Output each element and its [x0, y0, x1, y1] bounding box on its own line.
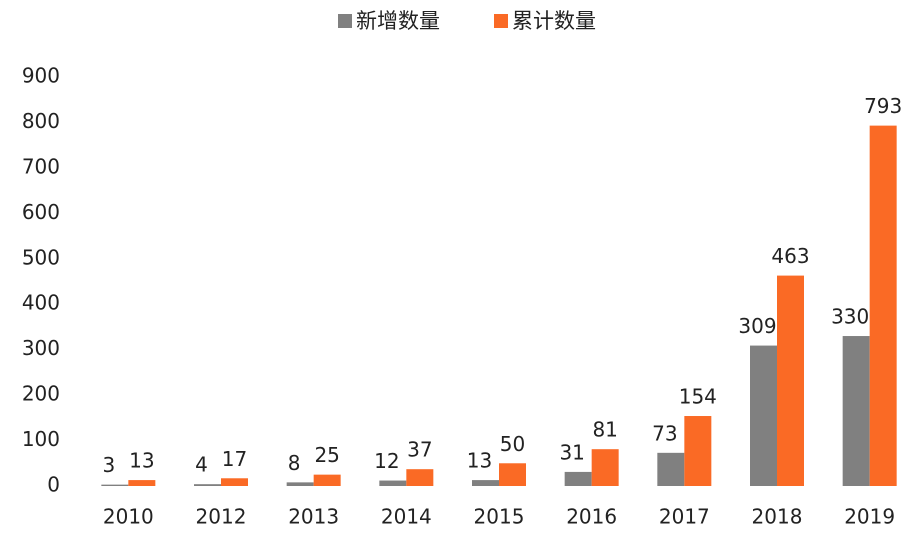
bar	[777, 275, 804, 486]
data-label: 12	[374, 449, 399, 473]
bar	[750, 345, 777, 486]
data-label: 81	[592, 418, 617, 442]
x-tick-label: 2013	[288, 505, 339, 529]
data-label: 154	[679, 385, 717, 409]
y-tick-label: 400	[22, 291, 60, 315]
bar	[869, 125, 897, 487]
data-label: 463	[771, 244, 809, 268]
bar	[128, 480, 156, 486]
x-tick-label: 2018	[752, 505, 803, 529]
y-tick-label: 500	[22, 245, 60, 269]
data-label: 309	[738, 314, 776, 338]
data-label: 8	[288, 451, 301, 475]
data-label: 50	[500, 432, 525, 456]
x-tick-label: 2015	[474, 505, 525, 529]
y-tick-label: 700	[22, 154, 60, 178]
bar	[684, 416, 712, 486]
bar	[379, 480, 407, 486]
data-label: 793	[864, 94, 902, 118]
bar	[842, 336, 870, 486]
x-tick-label: 2014	[381, 505, 432, 529]
legend-swatch	[338, 14, 352, 28]
legend-swatch	[494, 14, 508, 28]
y-tick-label: 900	[22, 64, 60, 88]
legend: 新增数量 累计数量	[338, 9, 596, 33]
bar	[221, 478, 248, 486]
legend-label: 累计数量	[512, 9, 596, 33]
bar	[564, 471, 592, 486]
bar	[313, 474, 341, 486]
data-label: 330	[831, 305, 869, 329]
x-tick-label: 2017	[659, 505, 710, 529]
bar	[194, 484, 221, 486]
data-label: 37	[407, 438, 432, 462]
data-label: 3	[102, 453, 115, 477]
y-tick-label: 800	[22, 109, 60, 133]
y-tick-label: 200	[22, 382, 60, 406]
data-label: 73	[652, 421, 677, 445]
x-tick-label: 2019	[844, 505, 895, 529]
y-tick-label: 300	[22, 336, 60, 360]
data-label: 13	[129, 449, 154, 473]
x-tick-label: 2010	[103, 505, 154, 529]
data-label: 31	[559, 440, 584, 464]
bar	[286, 482, 314, 486]
y-tick-label: 600	[22, 200, 60, 224]
y-tick-label: 100	[22, 427, 60, 451]
x-tick-label: 2012	[196, 505, 247, 529]
x-tick-label: 2016	[566, 505, 617, 529]
bar	[406, 469, 434, 486]
data-label: 17	[222, 447, 247, 471]
bar	[101, 484, 129, 486]
bar	[591, 449, 619, 486]
bar	[499, 463, 526, 486]
data-label: 25	[314, 443, 339, 467]
legend-label: 新增数量	[356, 9, 440, 33]
data-label: 4	[195, 453, 208, 477]
bar	[472, 480, 499, 486]
data-label: 13	[467, 449, 492, 473]
bar	[657, 452, 685, 486]
y-tick-label: 0	[47, 473, 60, 497]
